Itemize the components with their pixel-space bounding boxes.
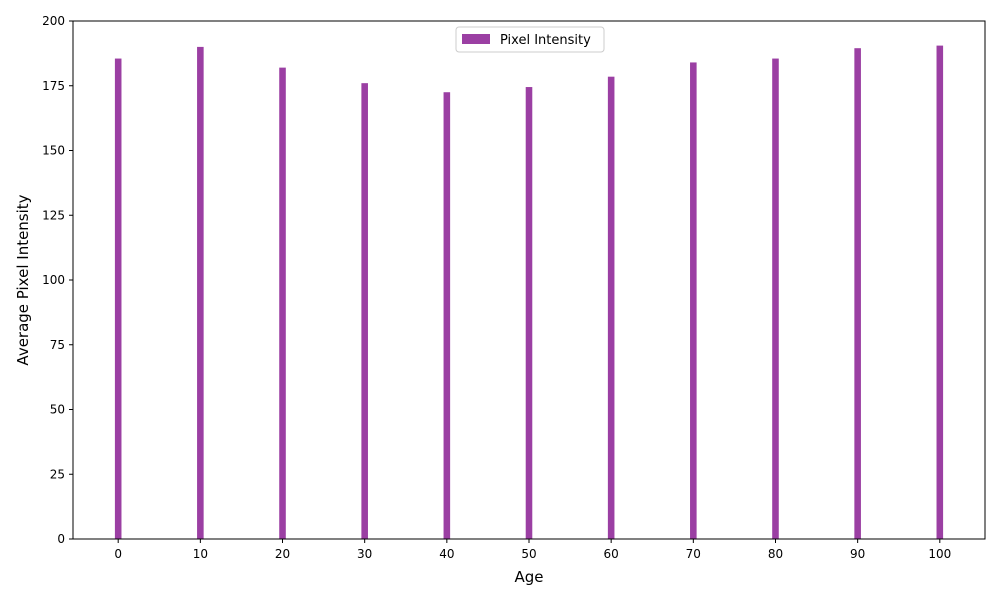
x-tick-label: 40 (439, 547, 454, 561)
bar-age-0 (114, 58, 122, 540)
bars-group (114, 45, 944, 540)
x-tick-label: 30 (357, 547, 372, 561)
bar-age-40 (443, 92, 451, 539)
x-tick-label: 0 (114, 547, 122, 561)
bar-age-20 (279, 67, 286, 540)
x-tick-label: 70 (686, 547, 701, 561)
x-tick-label: 10 (193, 547, 208, 561)
x-tick-label: 20 (275, 547, 290, 561)
y-tick-label: 0 (57, 532, 65, 546)
bar-age-10 (197, 46, 204, 540)
x-axis-title: Age (514, 568, 543, 586)
y-tick-label: 175 (42, 79, 65, 93)
y-tick-label: 125 (42, 208, 65, 222)
legend-frame (455, 26, 605, 53)
y-tick-label: 50 (50, 403, 65, 417)
x-tick-label: 80 (768, 547, 783, 561)
x-tick-label: 50 (521, 547, 536, 561)
bar-age-80 (772, 58, 779, 540)
x-tick-label: 90 (850, 547, 865, 561)
bar-age-90 (854, 48, 861, 539)
bar-age-30 (361, 83, 368, 539)
bar-age-60 (607, 76, 615, 539)
legend-label: Pixel Intensity (500, 33, 591, 48)
legend-swatch (462, 34, 490, 44)
y-tick-label: 200 (42, 14, 65, 28)
legend: Pixel Intensity (455, 26, 605, 53)
x-tick-label: 60 (604, 547, 619, 561)
x-tick-label: 100 (928, 547, 951, 561)
y-tick-label: 150 (42, 144, 65, 158)
y-tick-label: 75 (50, 338, 65, 352)
y-axis: 0 25 50 75 100 125 150 175 200 (42, 14, 73, 546)
x-axis: 0 10 20 30 40 50 60 70 80 90 100 (114, 539, 951, 561)
bar-age-70 (690, 62, 697, 539)
y-tick-label: 25 (50, 467, 65, 481)
y-axis-title: Average Pixel Intensity (14, 194, 32, 365)
y-tick-label: 100 (42, 273, 65, 287)
bar-age-50 (525, 87, 533, 540)
bar-age-100 (936, 45, 944, 539)
